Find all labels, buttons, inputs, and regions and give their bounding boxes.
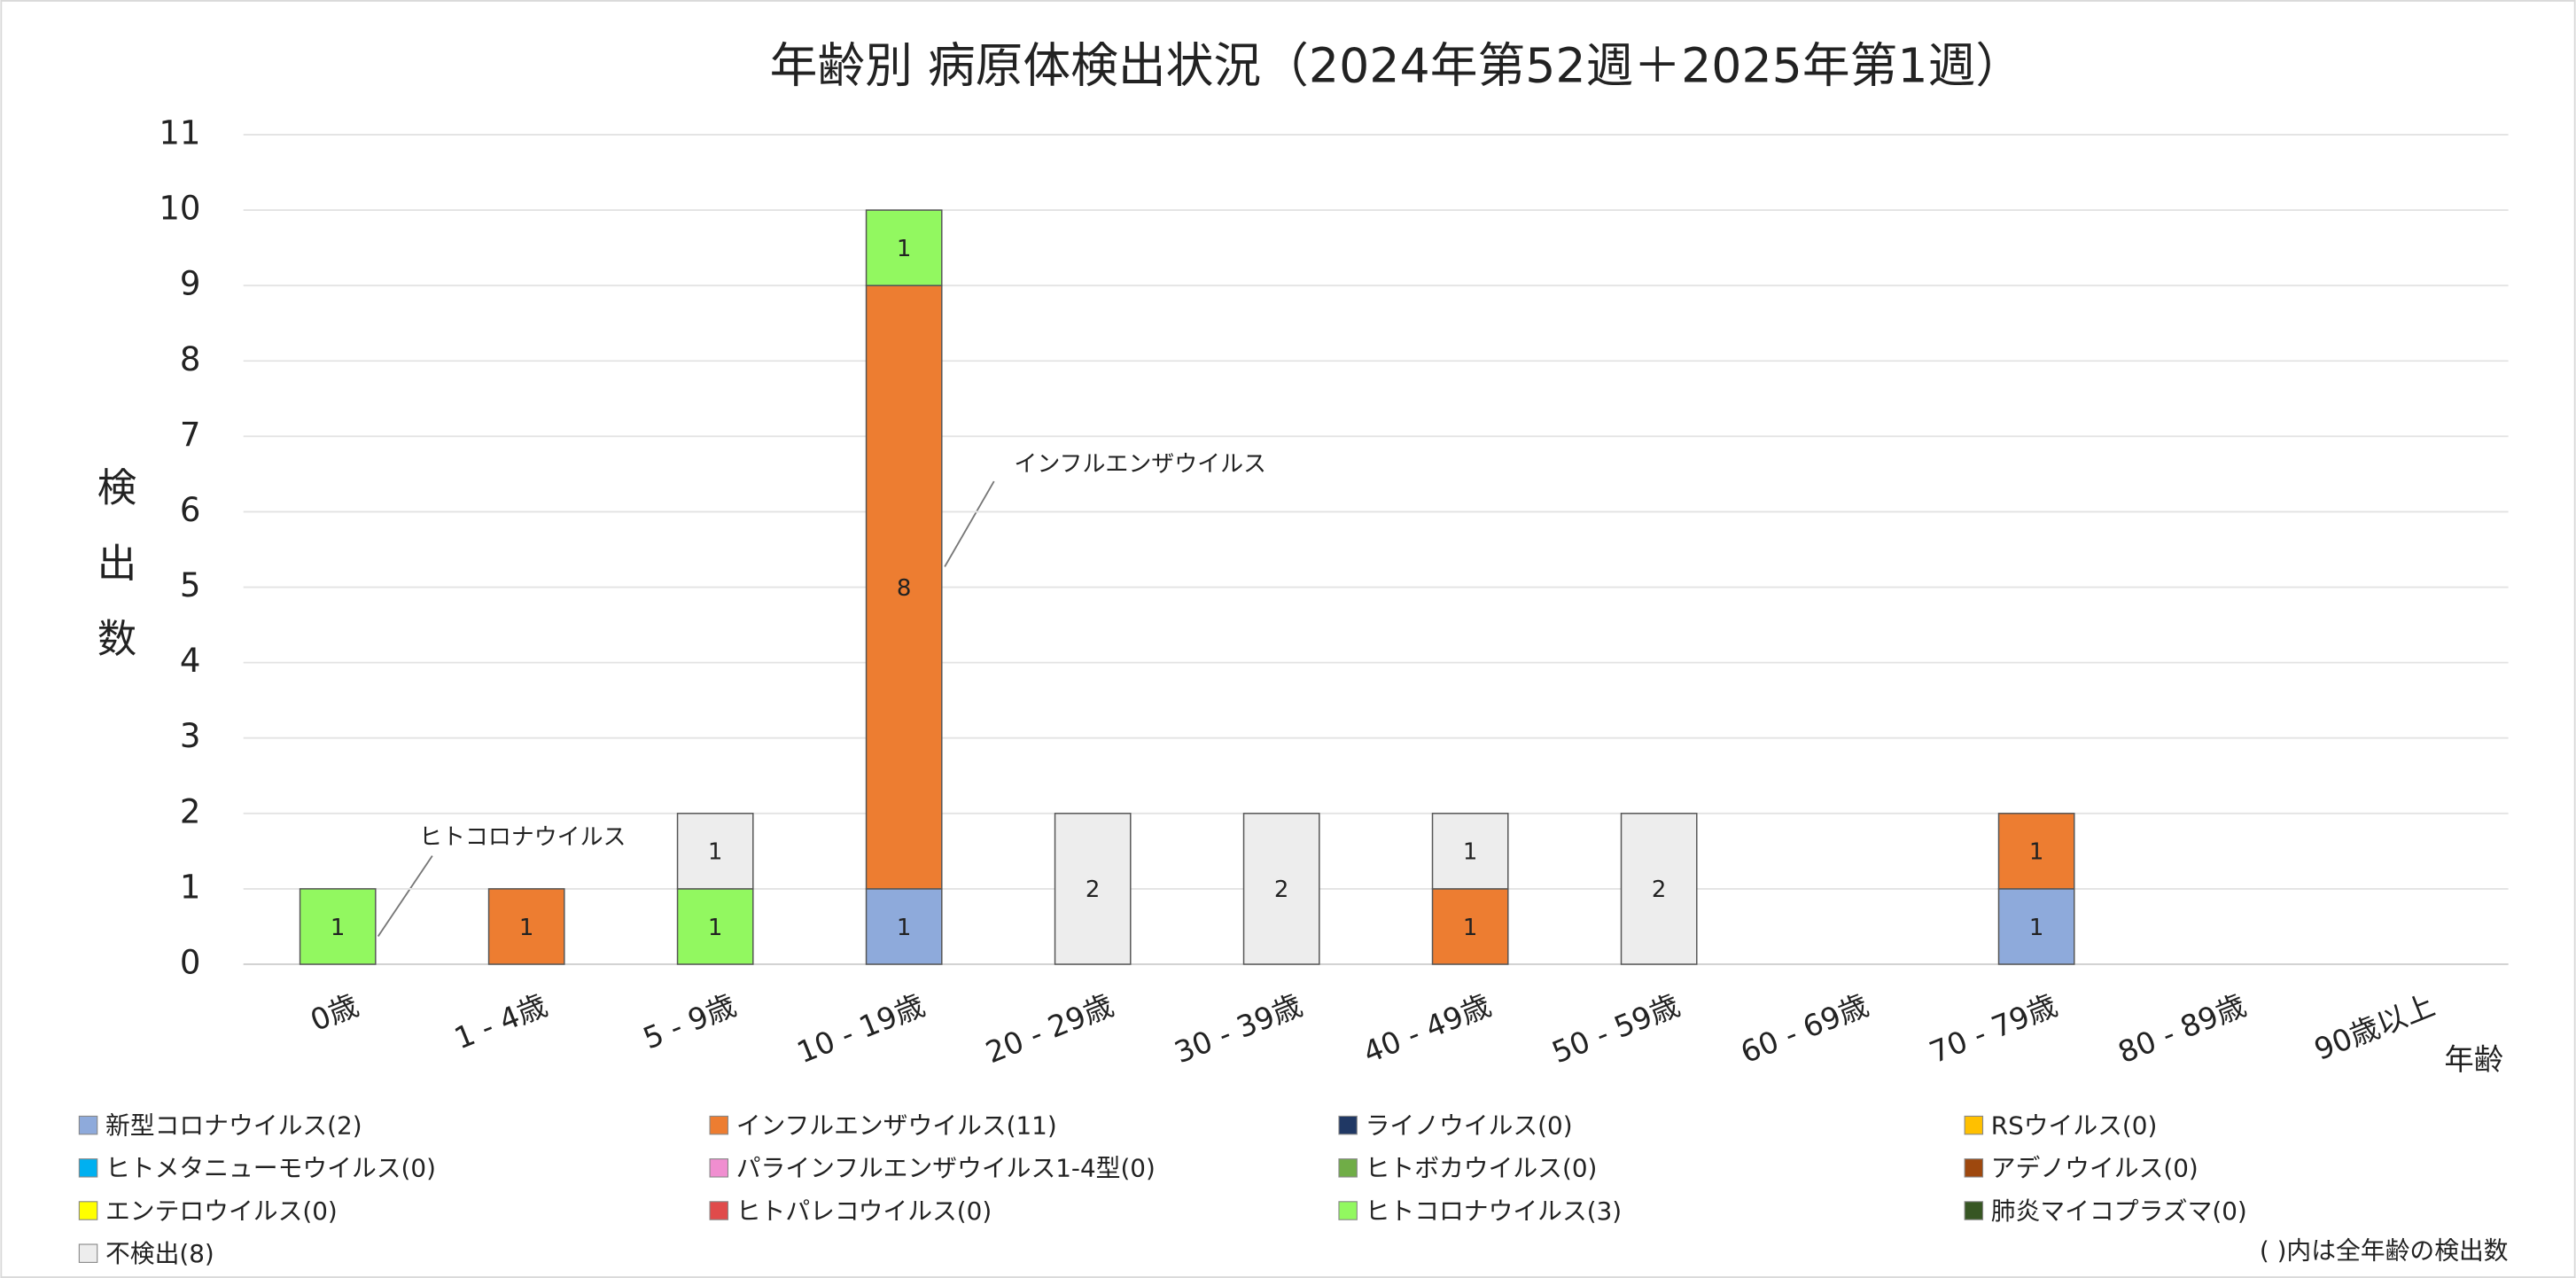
data-label: 1 [519, 915, 534, 941]
legend-swatch [709, 1158, 729, 1178]
data-label: 1 [1463, 839, 1478, 866]
bar-segment [1997, 888, 2075, 965]
x-axis-label: 年齢 [2444, 1042, 2503, 1077]
y-tick-label: 7 [180, 416, 201, 454]
legend-label: ヒトコロナウイルス(3) [1366, 1196, 1623, 1226]
legend-swatch [78, 1115, 98, 1135]
legend-swatch [78, 1158, 98, 1178]
legend-label: ヒトメタニューモウイルス(0) [105, 1154, 436, 1183]
y-tick-label: 4 [180, 642, 201, 680]
legend-swatch [78, 1243, 98, 1263]
legend-swatch [1964, 1201, 1984, 1220]
legend-label: アデノウイルス(0) [1991, 1154, 2199, 1183]
bar-segment [676, 813, 754, 890]
y-tick-label: 1 [180, 868, 201, 906]
y-tick-label: 11 [159, 113, 200, 152]
legend-label: ヒトパレコウイルス(0) [736, 1196, 992, 1226]
y-tick-label: 6 [180, 491, 201, 529]
bar-segment [487, 888, 565, 965]
bar-segment [1431, 888, 1509, 965]
legend-swatch [78, 1201, 98, 1220]
legend-swatch [1964, 1115, 1984, 1135]
legend-swatch [1338, 1115, 1358, 1135]
legend-label: パラインフルエンザウイルス1-4型(0) [736, 1154, 1156, 1183]
data-label: 1 [2029, 839, 2044, 866]
legend-label: 新型コロナウイルス(2) [105, 1110, 362, 1140]
bar-segment [1997, 813, 2075, 890]
legend-label: 不検出(8) [105, 1239, 214, 1268]
bar-segment [1431, 813, 1509, 890]
data-label: 2 [1086, 877, 1101, 903]
y-tick-label: 9 [180, 265, 201, 303]
legend-swatch [1338, 1158, 1358, 1178]
bar-segment [1242, 813, 1320, 965]
footnote: ( )内は全年齢の検出数 [2260, 1235, 2509, 1265]
legend-label: ヒトボカウイルス(0) [1366, 1154, 1598, 1183]
data-label: 8 [897, 575, 912, 602]
legend-swatch [709, 1201, 729, 1220]
bar-segment [1620, 813, 1698, 965]
data-label: 1 [897, 236, 912, 262]
legend-label: インフルエンザウイルス(11) [736, 1110, 1057, 1140]
data-label: 2 [1652, 877, 1667, 903]
bar-segment [865, 284, 943, 890]
y-tick-label: 5 [180, 566, 201, 604]
legend-label: ライノウイルス(0) [1366, 1110, 1573, 1140]
legend-label: 肺炎マイコプラズマ(0) [1991, 1196, 2247, 1226]
legend-swatch [709, 1115, 729, 1135]
data-label: 2 [1274, 877, 1289, 903]
data-label: 1 [708, 915, 723, 941]
data-label: 1 [1463, 915, 1478, 941]
y-tick-label: 2 [180, 792, 201, 830]
annotation: ヒトコロナウイルス [419, 824, 626, 851]
data-label: 1 [2029, 915, 2044, 941]
legend-swatch [1338, 1201, 1358, 1220]
bar-segment [299, 888, 377, 965]
annotation-leader [377, 855, 433, 937]
legend-label: RSウイルス(0) [1991, 1110, 2158, 1140]
data-label: 1 [897, 915, 912, 941]
bar-segment [1054, 813, 1132, 965]
bar-segment [865, 209, 943, 286]
y-tick-label: 0 [180, 943, 201, 981]
legend-label: エンテロウイルス(0) [105, 1196, 338, 1226]
chart-title: 年齢別 病原体検出状況（2024年第52週＋2025年第1週） [770, 37, 2024, 93]
y-tick-label: 8 [180, 340, 201, 378]
y-axis-label: 検出数 [90, 466, 136, 693]
y-tick-label: 10 [159, 190, 200, 228]
data-label: 1 [708, 839, 723, 866]
data-label: 1 [331, 915, 346, 941]
y-tick-label: 3 [180, 717, 201, 755]
annotation: インフルエンザウイルス [1014, 451, 1266, 478]
legend-swatch [1964, 1158, 1984, 1178]
annotation-leader [944, 480, 995, 567]
